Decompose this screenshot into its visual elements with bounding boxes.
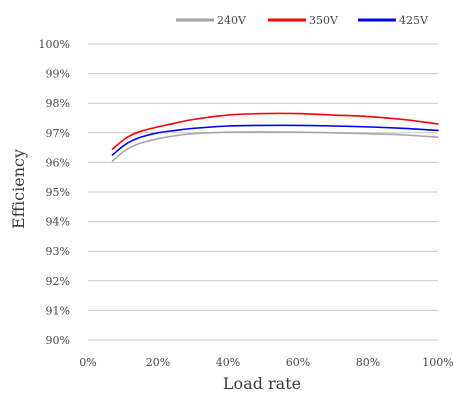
- legend: 240V 350V 425V: [176, 14, 429, 27]
- y-tick-label: 95%: [46, 186, 70, 199]
- y-tick-label: 93%: [46, 245, 70, 258]
- y-tick-label: 100%: [39, 38, 70, 51]
- series-layer: [111, 112, 439, 162]
- x-tick-label: 40%: [216, 356, 240, 369]
- legend-label-425V: 425V: [399, 14, 429, 27]
- series-line-240V: [111, 131, 439, 162]
- grid-layer: [88, 43, 438, 341]
- y-tick-label: 91%: [46, 304, 70, 317]
- y-tick-label: 96%: [46, 156, 70, 169]
- y-tick-label: 99%: [46, 68, 70, 81]
- x-tick-label: 60%: [286, 356, 310, 369]
- y-tick-label: 90%: [46, 334, 70, 347]
- x-tick-label: 80%: [356, 356, 380, 369]
- y-tick-labels: 90% 91% 92% 93% 94% 95% 96% 97% 98% 99% 100%: [39, 38, 70, 347]
- x-tick-labels: 0% 20% 40% 60% 80% 100%: [79, 356, 453, 369]
- series-line-350V: [111, 112, 439, 150]
- series-line-425V: [111, 124, 439, 156]
- legend-label-240V: 240V: [217, 14, 247, 27]
- x-axis-title: Load rate: [223, 374, 301, 393]
- y-axis-title: Efficiency: [9, 149, 28, 229]
- x-tick-label: 0%: [79, 356, 96, 369]
- x-tick-label: 20%: [146, 356, 170, 369]
- y-tick-label: 97%: [46, 127, 70, 140]
- legend-label-350V: 350V: [309, 14, 339, 27]
- y-tick-label: 92%: [46, 275, 70, 288]
- y-tick-label: 98%: [46, 97, 70, 110]
- y-tick-label: 94%: [46, 216, 70, 229]
- x-tick-label: 100%: [422, 356, 453, 369]
